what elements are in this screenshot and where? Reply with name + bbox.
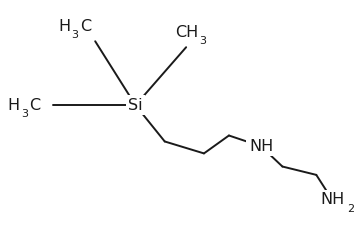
Text: H: H — [58, 19, 71, 35]
Text: 2: 2 — [347, 204, 354, 215]
Text: NH: NH — [249, 139, 273, 154]
Text: CH: CH — [175, 25, 199, 40]
Text: 3: 3 — [72, 30, 79, 40]
Text: 3: 3 — [21, 108, 28, 119]
Text: C: C — [29, 98, 40, 113]
Text: H: H — [8, 98, 20, 113]
Text: 3: 3 — [200, 36, 207, 46]
Text: C: C — [80, 19, 91, 35]
Text: Si: Si — [128, 98, 143, 113]
Text: NH: NH — [320, 192, 344, 207]
